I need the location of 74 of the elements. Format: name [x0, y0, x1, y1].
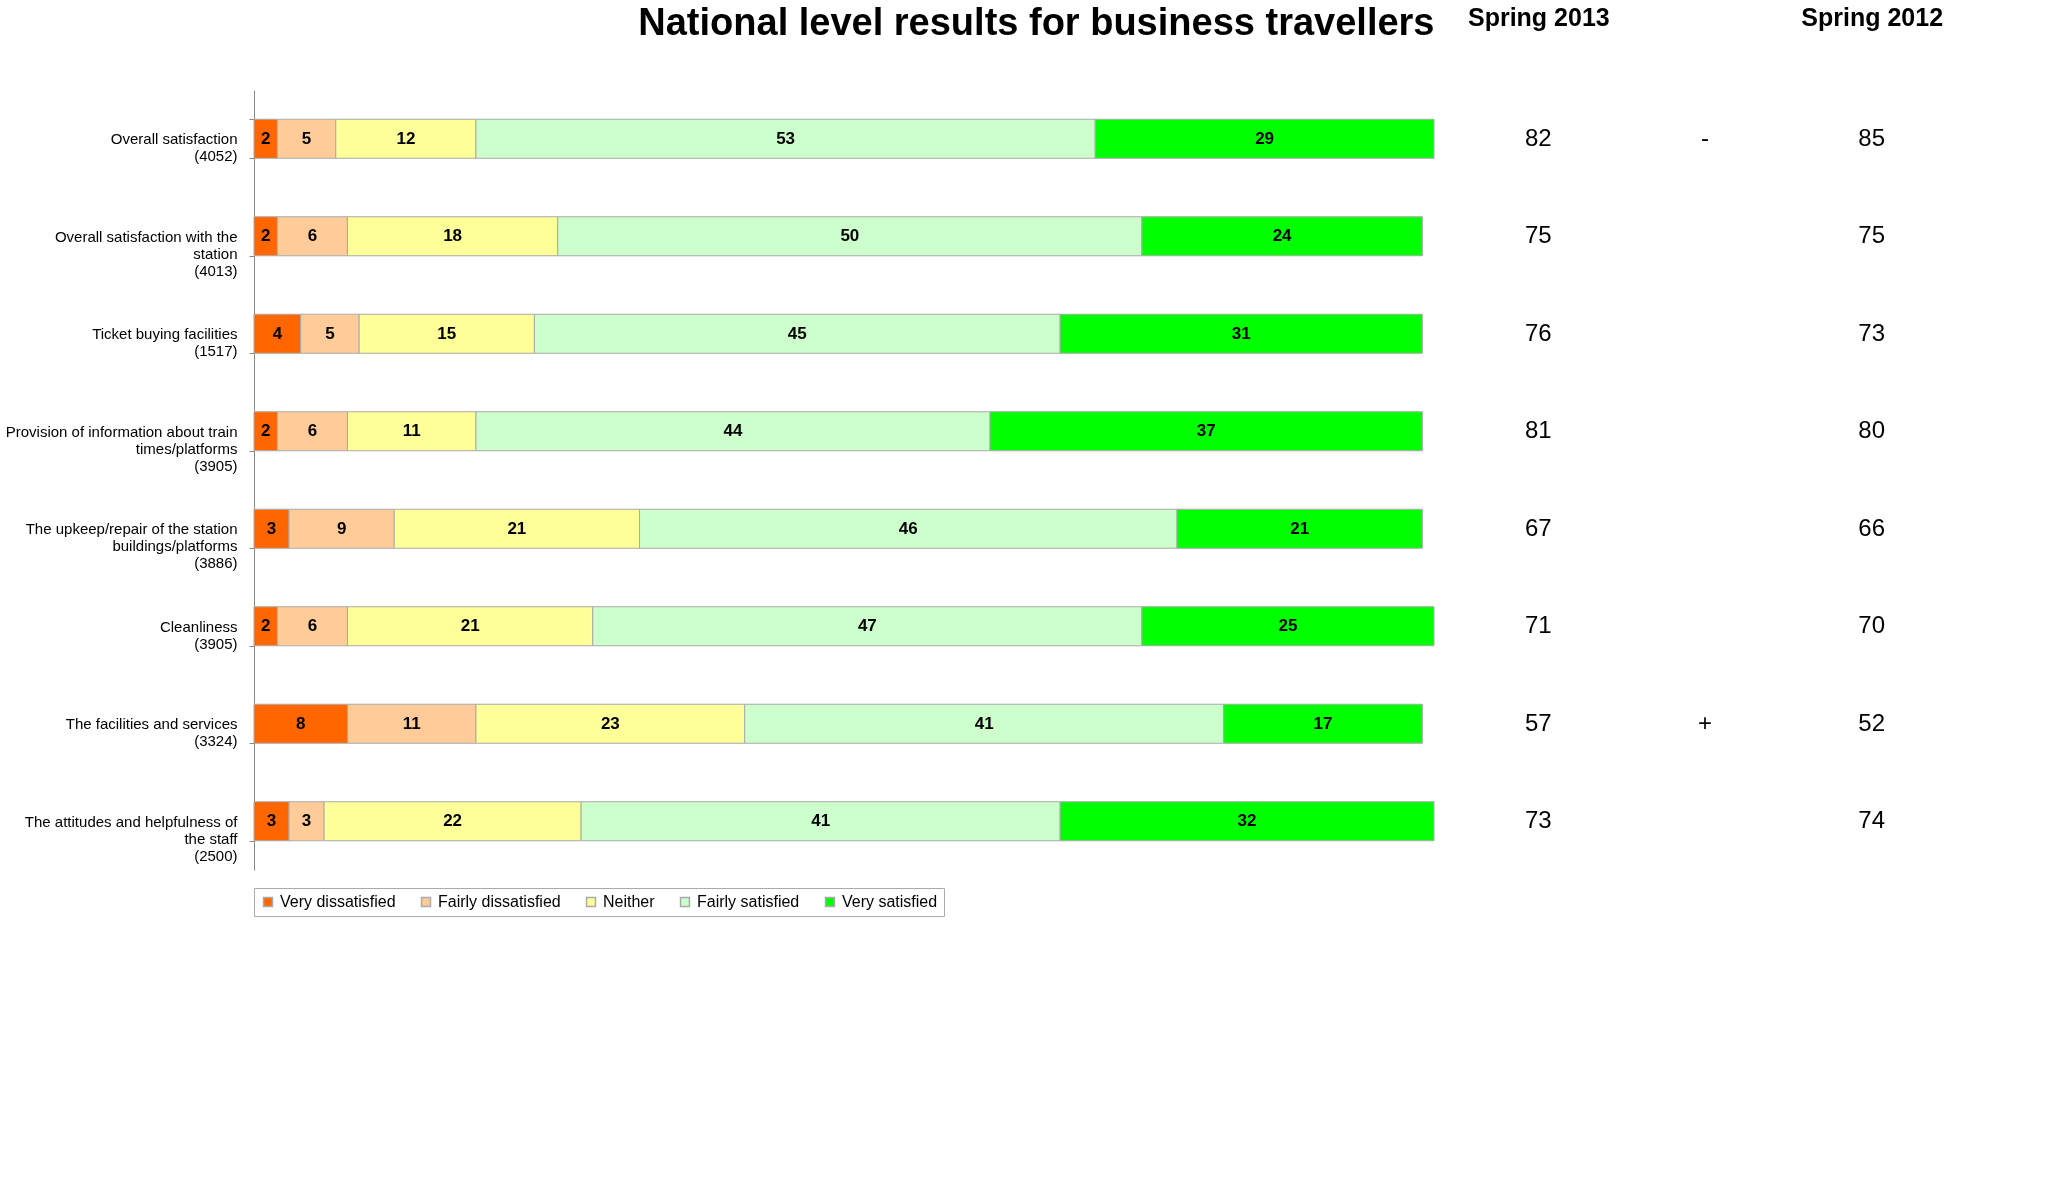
- data-label: 18: [443, 226, 463, 246]
- data-label: 17: [1313, 713, 1333, 733]
- text: 52: [1858, 708, 1886, 736]
- y-tick-label: The upkeep/repair of the station buildings/platforms (3886): [25, 520, 238, 572]
- data-label: 3: [301, 811, 312, 831]
- data-label: 21: [1290, 518, 1310, 538]
- legend-label: Fairly satisfied: [697, 893, 800, 910]
- text: +: [1697, 708, 1713, 736]
- data-label: 31: [1231, 323, 1251, 343]
- data-label: 11: [402, 713, 421, 733]
- chart-title: National level results for business travellers: [638, 1, 1435, 43]
- text: 75: [1858, 221, 1886, 249]
- text: 74: [1858, 806, 1886, 834]
- text: 70: [1858, 611, 1886, 639]
- legend-label: Fairly dissatisfied: [438, 893, 561, 910]
- data-label: 2: [260, 421, 271, 441]
- y-tick-label: Provision of information about train times/platforms (3905): [5, 422, 238, 474]
- data-label: 2: [260, 128, 271, 148]
- legend-label: Very dissatisfied: [280, 893, 396, 910]
- text: 57: [1524, 708, 1552, 736]
- y-tick-label: Overall satisfaction with the station (4013): [54, 227, 238, 279]
- legend-label: Very satisfied: [842, 893, 938, 910]
- text: 71: [1524, 611, 1552, 639]
- data-label: 15: [437, 323, 457, 343]
- data-label: 45: [787, 323, 807, 343]
- text: 67: [1524, 513, 1552, 541]
- data-label: 22: [443, 811, 463, 831]
- text: 73: [1858, 318, 1886, 346]
- text: 66: [1858, 513, 1886, 541]
- data-label: 47: [857, 616, 877, 636]
- text: 76: [1524, 318, 1552, 346]
- data-label: 50: [840, 226, 860, 246]
- data-label: 6: [307, 616, 318, 636]
- legend-label: Neither: [603, 893, 656, 910]
- data-label: 5: [325, 323, 335, 343]
- y-tick-label: The facilities and services (3324): [65, 715, 238, 750]
- data-label: 5: [301, 128, 312, 148]
- text: 80: [1858, 416, 1886, 444]
- text: 85: [1858, 123, 1886, 151]
- data-label: 3: [266, 811, 277, 831]
- y-tick-label: Overall satisfaction (4052): [110, 130, 238, 165]
- y-tick-label: Ticket buying facilities (1517): [92, 325, 238, 360]
- data-label: 4: [272, 323, 283, 343]
- data-label: 53: [776, 128, 796, 148]
- text: 82: [1524, 123, 1552, 151]
- data-label: 2: [260, 616, 271, 636]
- data-label: 9: [336, 518, 347, 538]
- data-label: 23: [600, 713, 620, 733]
- text: 75: [1524, 221, 1552, 249]
- y-tick-label: Cleanliness (3905): [159, 617, 238, 652]
- text: 81: [1524, 416, 1552, 444]
- category-label: Spring 2012: [1801, 2, 1944, 31]
- data-label: 24: [1272, 226, 1293, 246]
- data-label: 41: [974, 713, 994, 733]
- data-label: 6: [307, 226, 318, 246]
- data-label: 3: [266, 518, 277, 538]
- text: 73: [1524, 806, 1552, 834]
- data-label: 29: [1255, 128, 1275, 148]
- data-label: 2: [260, 226, 271, 246]
- text: -: [1701, 123, 1709, 151]
- data-label: 12: [396, 128, 416, 148]
- data-label: 6: [307, 421, 318, 441]
- data-label: 46: [898, 518, 918, 538]
- data-label: 44: [723, 421, 743, 441]
- data-label: 41: [811, 811, 831, 831]
- data-label: 21: [507, 518, 527, 538]
- data-label: 25: [1278, 616, 1298, 636]
- data-label: 32: [1237, 811, 1257, 831]
- data-label: 37: [1196, 421, 1216, 441]
- data-label: 21: [460, 616, 480, 636]
- y-tick-label: The attitudes and helpfulness of the staff (2500): [24, 812, 239, 864]
- data-label: 8: [296, 713, 306, 733]
- data-label: 11: [402, 421, 421, 441]
- category-label: Spring 2013: [1467, 2, 1610, 31]
